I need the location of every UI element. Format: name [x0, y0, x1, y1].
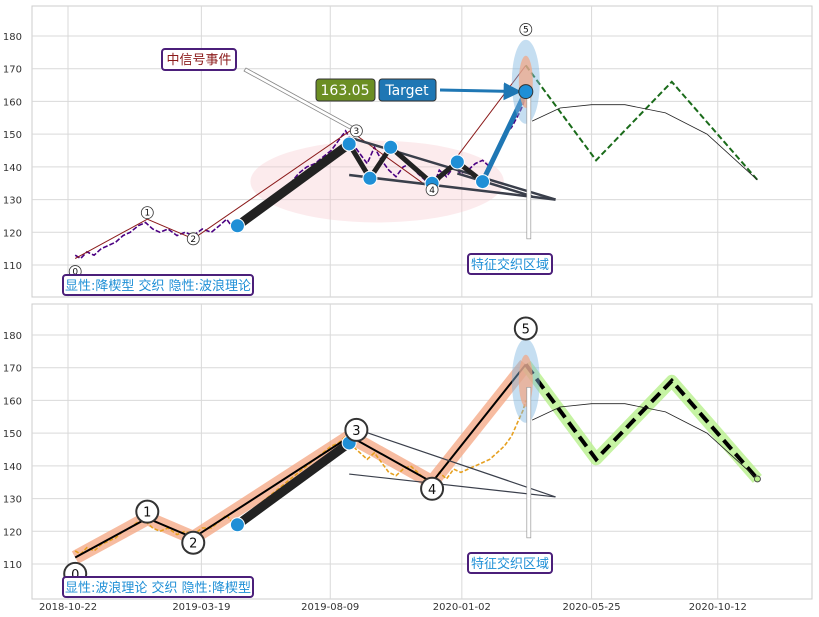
wave-label: 3 — [352, 424, 360, 439]
caption-text: 显性:波浪理论 交织 隐性:降楔型 — [65, 580, 251, 596]
zone-annotation-box — [467, 253, 553, 275]
zigzag-segment — [388, 144, 435, 186]
y-tick-label: 160 — [3, 97, 22, 108]
target-label-text: Target — [384, 83, 429, 99]
y-tick-label: 110 — [3, 560, 22, 571]
projection-arc — [531, 403, 758, 480]
target-value-text: 163.05 — [321, 83, 370, 99]
wave-label: 2 — [190, 235, 196, 245]
y-tick-label: 120 — [3, 527, 22, 538]
zigzag-segment — [232, 139, 354, 231]
wave-label-circle — [349, 124, 363, 138]
y-tick-label: 120 — [3, 228, 22, 239]
wedge-trend-line — [456, 172, 533, 198]
wave-label: 1 — [143, 506, 151, 521]
wave-label: 1 — [144, 209, 150, 219]
target-value-box — [315, 78, 376, 102]
y-tick-label: 170 — [3, 364, 22, 375]
wave-label: 0 — [72, 268, 78, 278]
zone-annotation-text: 特征交织区域 — [471, 556, 549, 572]
y-tick-label: 180 — [3, 331, 22, 342]
target-arrow — [439, 82, 522, 101]
zone-pointer — [526, 386, 532, 539]
x-tick-label: 2019-08-09 — [301, 602, 359, 613]
zigzag-node — [229, 218, 245, 234]
y-tick-label: 150 — [3, 130, 22, 141]
wave-label: 2 — [189, 537, 197, 552]
y-tick-label: 150 — [3, 429, 22, 440]
zigzag-node — [362, 170, 378, 186]
wedge-trend-line — [348, 426, 556, 498]
zigzag-node — [383, 139, 399, 155]
interwoven-ellipse — [250, 140, 504, 223]
price-line — [74, 91, 527, 260]
zigzag-node — [229, 517, 245, 533]
signal-event-box — [161, 48, 237, 71]
wedge-trend-line — [349, 473, 556, 498]
wave-label-circle — [513, 316, 538, 341]
wave-label-circle — [420, 476, 445, 501]
wave-label: 4 — [429, 186, 435, 196]
signal-event-text: 中信号事件 — [166, 53, 231, 68]
wave-label-circle — [519, 23, 533, 36]
projection-line — [524, 363, 759, 481]
target-label-box — [378, 78, 437, 102]
zigzag-node — [449, 154, 465, 170]
y-tick-label: 170 — [3, 65, 22, 76]
y-tick-label: 140 — [3, 462, 22, 473]
x-tick-label: 2020-05-25 — [563, 602, 621, 613]
projection-end-marker — [754, 475, 761, 483]
wave-label-circle — [186, 232, 200, 246]
top-panel: 110 120 130 140 150 160 170 180 0 1 2 3 4 5 显性:降楔型 交织 … — [3, 5, 813, 298]
wave-label-circle — [181, 530, 206, 555]
zigzag-segment — [480, 89, 529, 185]
x-tick-label: 2020-01-02 — [433, 602, 491, 613]
wave-label: 5 — [522, 322, 530, 337]
wave-line — [74, 363, 527, 559]
caption-box — [62, 274, 254, 296]
y-tick-label: 160 — [3, 396, 22, 407]
wave-label-circle — [135, 499, 160, 524]
wave-label-circle — [344, 417, 369, 442]
wave-label: 4 — [428, 483, 436, 498]
wave-label-circle — [140, 206, 154, 220]
y-tick-label: 130 — [3, 495, 22, 506]
zone-annotation-box — [467, 552, 553, 574]
x-tick-label: 2019-03-19 — [172, 602, 230, 613]
zone-annotation-text: 特征交织区域 — [471, 257, 549, 273]
y-tick-label: 130 — [3, 196, 22, 207]
wedge-trend-line — [349, 173, 556, 201]
wave-label: 0 — [71, 568, 79, 583]
zigzag-segment — [232, 438, 354, 530]
y-tick-label: 180 — [3, 32, 22, 43]
zigzag-node — [475, 174, 491, 190]
zigzag-node — [341, 136, 357, 152]
caption-box — [62, 576, 254, 598]
caption-text: 显性:降楔型 交织 隐性:波浪理论 — [65, 278, 251, 294]
signal-event-arrow — [243, 67, 353, 130]
projection-line — [524, 64, 759, 181]
wave-label: 5 — [523, 25, 529, 35]
y-tick-label: 110 — [3, 261, 22, 272]
projection-arc — [531, 104, 758, 181]
x-tick-label: 2020-10-12 — [689, 602, 747, 613]
target-marker — [518, 84, 534, 100]
y-tick-label: 140 — [3, 163, 22, 174]
zone-pointer — [526, 87, 532, 240]
x-tick-label: 2018-10-22 — [39, 602, 97, 613]
wave-label: 3 — [354, 127, 360, 137]
wave-label-circle — [425, 183, 439, 197]
